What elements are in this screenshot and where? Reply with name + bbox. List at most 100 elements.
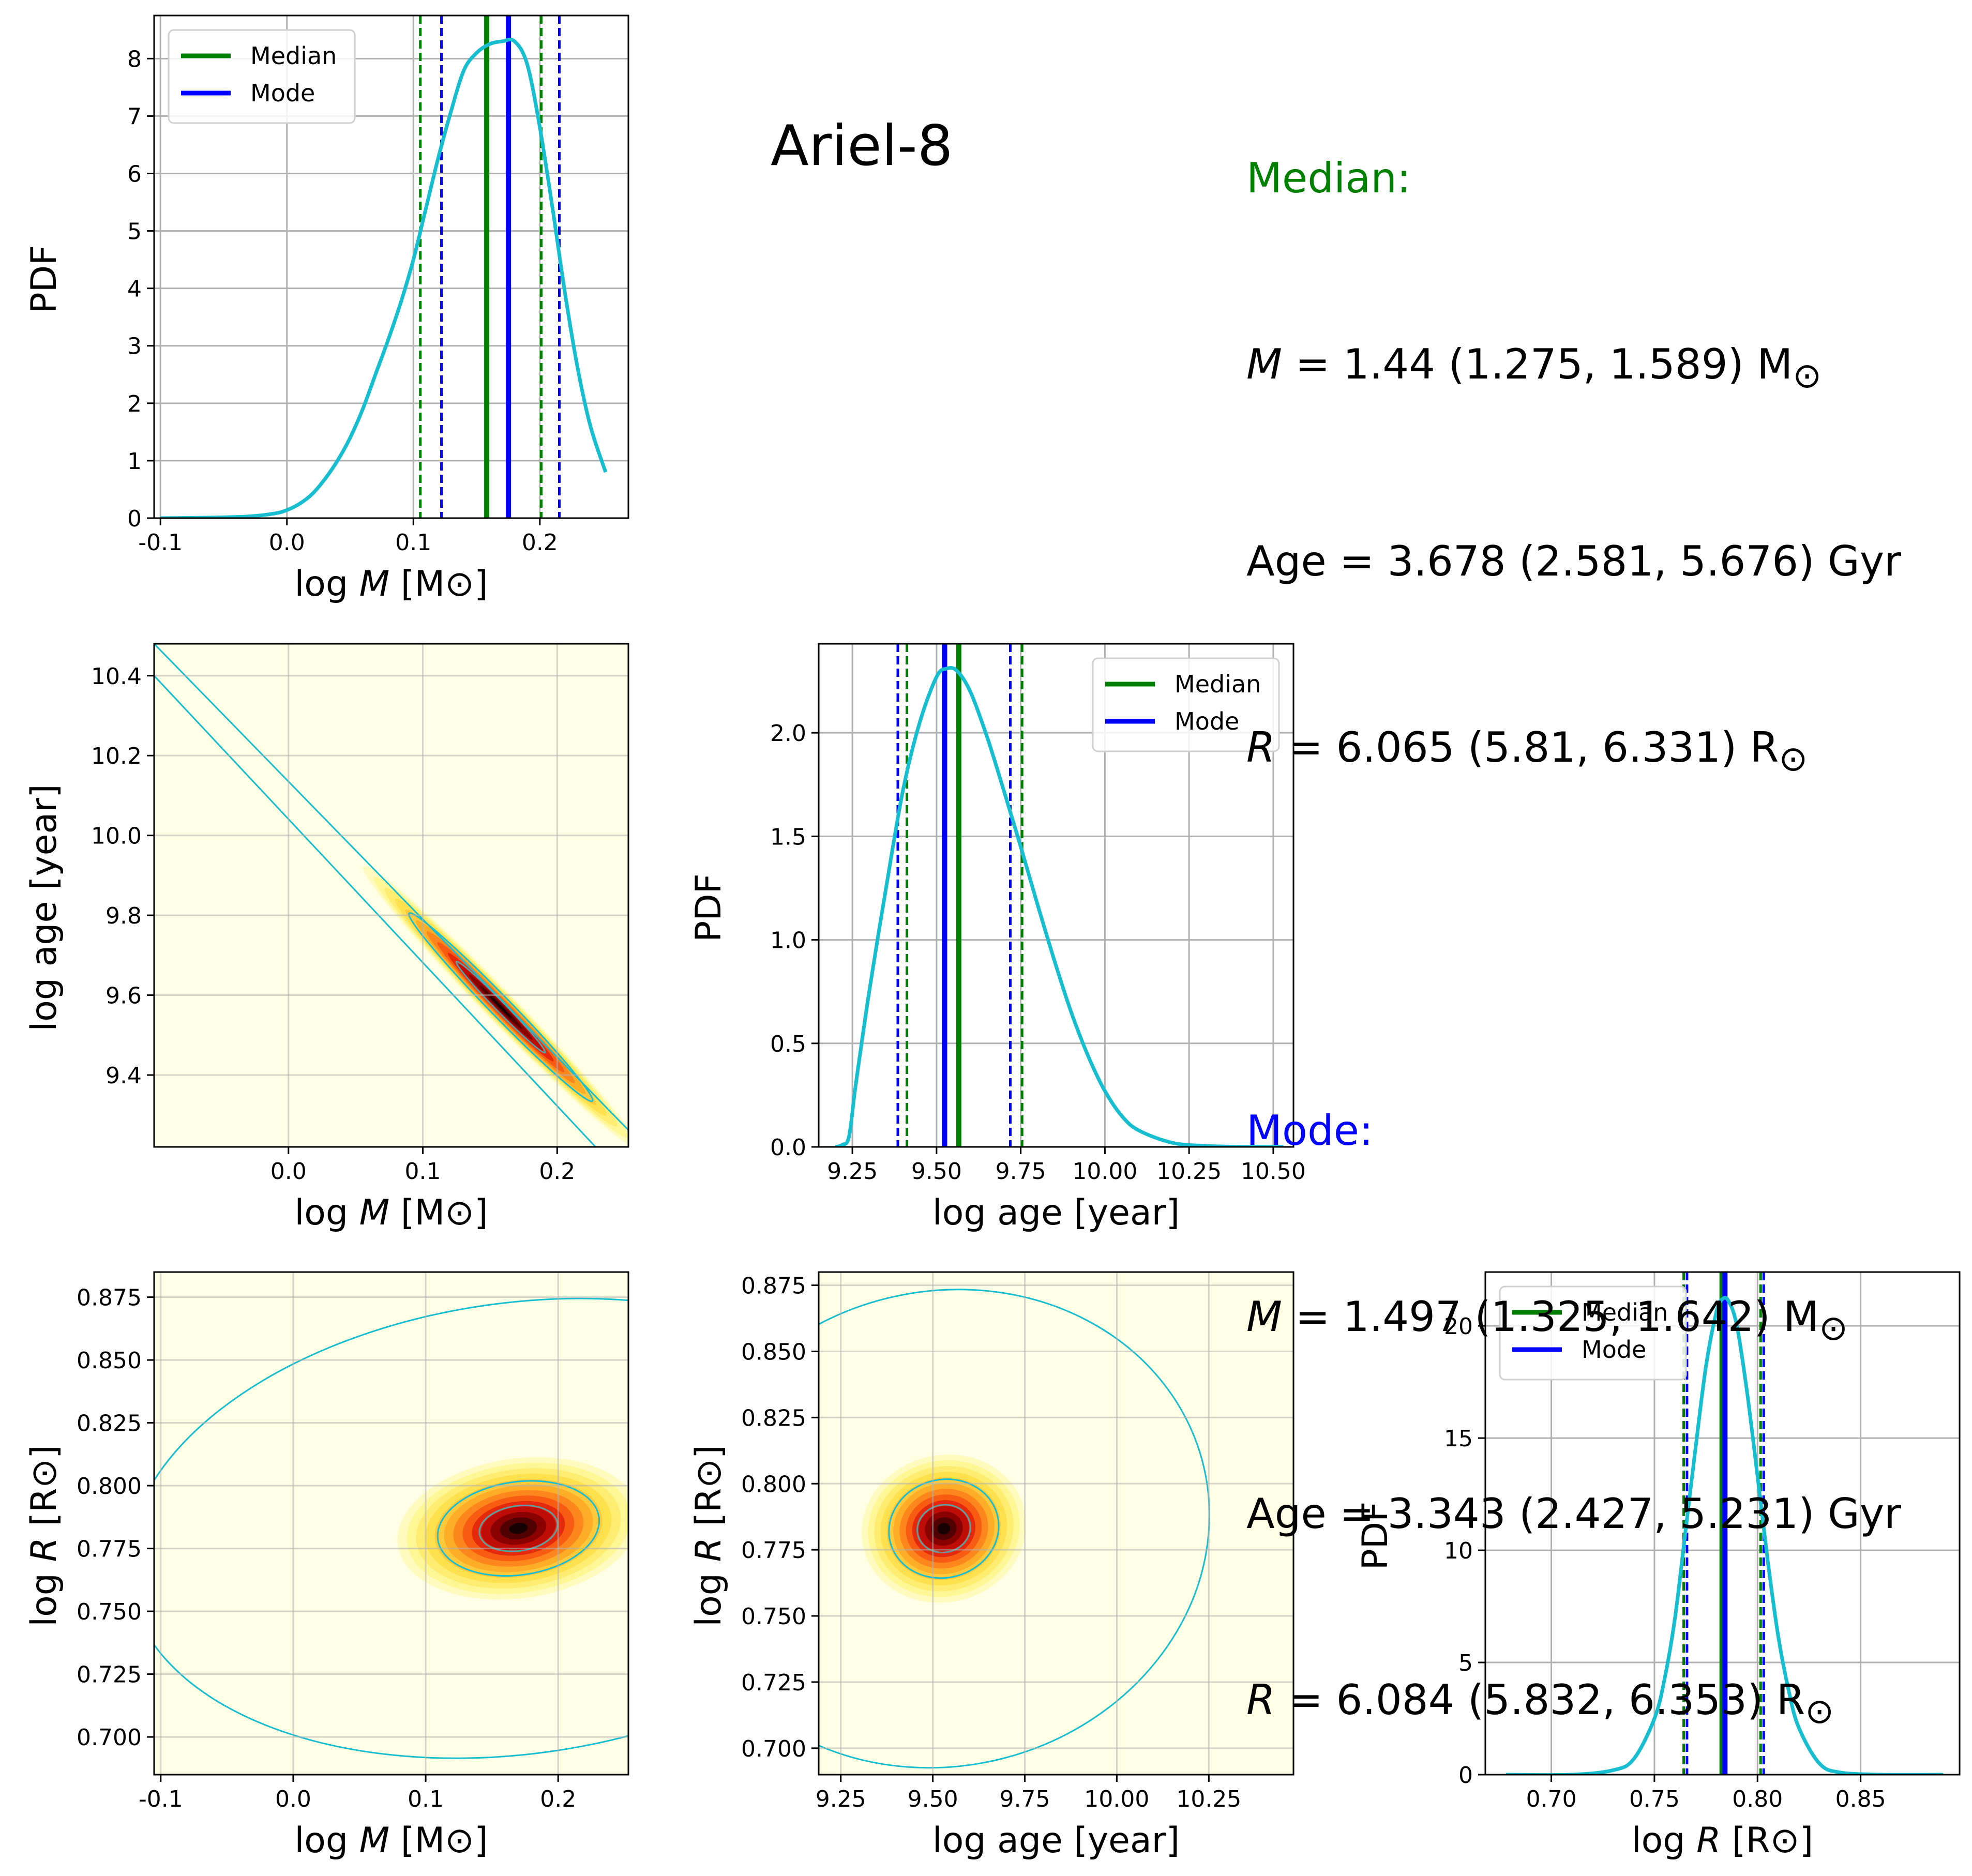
pdf-logM-xtick-label: 0.1 [395, 529, 431, 556]
pdf-logR-ylabel: PDF [1355, 1502, 1396, 1570]
pdf-logR-pdf-curve [1506, 1296, 1944, 1775]
joint-logage-logR-ylabel: log R [R⊙] [688, 1445, 729, 1626]
pdf-logage-xlabel: log age [year] [932, 1192, 1180, 1233]
pdf-logage-pdf-curve [835, 666, 1284, 1147]
pdf-logage-ytick-label: 1.0 [770, 928, 806, 954]
joint-logM-logR-xtick-label: 0.2 [540, 1786, 576, 1812]
pdf-logM-ylabel: PDF [24, 245, 65, 313]
joint-logM-logR-xtick-label: -0.1 [139, 1786, 183, 1812]
pdf-logage-ylabel-text: PDF [688, 873, 729, 942]
pdf-logM-ytick-label: 7 [127, 103, 142, 130]
joint-logage-logR-ytick-label: 0.800 [741, 1471, 806, 1497]
pdf-logM-xtick-label: 0.0 [269, 529, 305, 556]
pdf-logM-panel: -0.1 0.0 0.1 0.2 0 1 2 3 4 5 6 7 8 log M [M⊙] PDF Media… [24, 14, 629, 604]
pdf-logM-ytick-label: 5 [127, 219, 142, 245]
pdf-logage-ytick-label: 1.5 [770, 824, 806, 850]
joint-logage-logR-xtick-label: 9.25 [816, 1786, 866, 1812]
pdf-logR-ytick-label: 10 [1444, 1538, 1473, 1564]
pdf-logM-ytick-label: 6 [127, 161, 142, 187]
joint-logM-logR-ytick-label: 0.775 [77, 1536, 142, 1563]
pdf-logage-ytick-label: 0.5 [770, 1031, 806, 1057]
pdf-logR-xtick-label: 0.70 [1526, 1786, 1577, 1812]
joint-logM-logR-density-level [509, 1523, 528, 1534]
joint-logM-logage-panel: 0.0 0.1 0.2 9.4 9.6 9.8 10.0 10.2 10.4 log M [M⊙]… [24, 643, 629, 1233]
pdf-logR-xlabel-text: log R [R⊙] [1632, 1820, 1813, 1861]
joint-logM-logage-ytick-label: 9.6 [106, 983, 142, 1009]
star-name-title: Ariel-8 [771, 114, 953, 178]
pdf-logage-ytick-label: 2.0 [770, 720, 806, 747]
joint-logage-logR-xtick-label: 10.25 [1176, 1786, 1241, 1812]
pdf-logage-xtick-label: 9.75 [996, 1158, 1046, 1185]
pdf-logM-frame [153, 14, 629, 519]
joint-logM-logR-xlabel-text: log M [M⊙] [294, 1820, 488, 1861]
pdf-logM-pdf-curve [160, 38, 608, 518]
joint-logM-logR-panel: -0.1 0.0 0.1 0.2 0.700 0.725 0.750 0.775 0.800 0.… [24, 1271, 629, 1861]
joint-logage-logR-frame [818, 1271, 1294, 1776]
pdf-logR-plot [1506, 1272, 1944, 1775]
joint-logM-logR-ytick-label: 0.725 [77, 1662, 142, 1688]
joint-logage-logR-contour-1sigma [888, 1478, 1000, 1579]
joint-logage-logR-outer-contour [819, 1289, 1210, 1769]
joint-logM-logR-contour-1sigma [436, 1480, 600, 1577]
pdf-logR-ytick-label: 20 [1444, 1313, 1473, 1340]
mode-mass-line: M = 1.497 (1.325, 1.642) M⊙ [1246, 1293, 1848, 1348]
joint-logM-logR-xlabel: log M [M⊙] [294, 1820, 488, 1861]
pdf-logage-legend-box [1092, 657, 1280, 752]
joint-logM-logR-ytick-label: 0.875 [77, 1285, 142, 1311]
joint-logage-logR-density-level [937, 1523, 951, 1535]
pdf-logR-frame [1484, 1271, 1961, 1776]
pdf-logage-frame [818, 643, 1294, 1148]
joint-logage-logR-xlabel: log age [year] [932, 1820, 1180, 1861]
joint-logM-logage-plot [154, 644, 628, 1147]
pdf-logage-xtick-label: 10.25 [1156, 1158, 1222, 1185]
joint-logM-logage-ytick-label: 10.2 [91, 743, 142, 769]
joint-logM-logage-density-level [490, 996, 511, 1018]
joint-logM-logage-outer-contour-lower [154, 675, 597, 1147]
joint-logage-logR-xlabel-text: log age [year] [932, 1820, 1180, 1861]
joint-logM-logR-ylabel: log R [R⊙] [24, 1445, 65, 1626]
mode-heading: Mode: [1246, 1107, 1373, 1155]
joint-logage-logR-ytick-label: 0.875 [741, 1273, 806, 1299]
pdf-logM-xtick-label: -0.1 [138, 529, 183, 556]
joint-logM-logR-ylabel-text: log R [R⊙] [24, 1445, 65, 1626]
joint-logage-logR-xtick-label: 9.50 [908, 1786, 958, 1812]
joint-logM-logage-grid [154, 644, 628, 1147]
joint-logage-logR-ytick-label: 0.850 [741, 1339, 806, 1365]
pdf-logage-panel: 9.25 9.50 9.75 10.00 10.25 10.50 0.0 0.5 1.0 1.5 2… [688, 643, 1306, 1233]
joint-logM-logage-xtick-label: 0.0 [270, 1158, 307, 1185]
joint-logM-logR-ytick-label: 0.850 [77, 1348, 142, 1374]
pdf-logR-ylabel-text: PDF [1355, 1502, 1396, 1570]
joint-logage-logR-panel: 9.25 9.50 9.75 10.00 10.25 0.700 0.725 0.750 0.7… [688, 1271, 1294, 1861]
joint-logM-logR-xtick-label: 0.0 [275, 1786, 311, 1812]
pdf-logR-xtick-label: 0.85 [1835, 1786, 1886, 1812]
joint-logage-logR-ytick-label: 0.775 [741, 1537, 806, 1564]
pdf-logM-xlabel-text: log M [M⊙] [294, 564, 488, 604]
joint-logage-logR-grid [819, 1272, 1293, 1775]
joint-logM-logR-ytick-label: 0.825 [77, 1411, 142, 1437]
pdf-logM-plot [160, 16, 608, 518]
pdf-logM-legend-label: Mode [250, 79, 315, 107]
median-age-line: Age = 3.678 (2.581, 5.676) Gyr [1246, 537, 1902, 585]
joint-logM-logage-xlabel-text: log M [M⊙] [294, 1192, 488, 1233]
pdf-logM-ytick-label: 8 [127, 46, 142, 72]
joint-logM-logage-xtick-label: 0.2 [539, 1158, 575, 1185]
pdf-logM-legend-label: Median [250, 42, 337, 70]
joint-logM-logR-xtick-label: 0.1 [408, 1786, 444, 1812]
pdf-logR-legend-box [1499, 1285, 1687, 1381]
joint-logM-logR-frame [153, 1271, 629, 1776]
joint-logM-logage-ytick-label: 10.4 [91, 663, 142, 690]
joint-logage-logR-ytick-label: 0.825 [741, 1405, 806, 1431]
pdf-logR-panel: 0.70 0.75 0.80 0.85 0 5 10 15 20 log R [R⊙] PDF Med… [1355, 1271, 1961, 1861]
joint-logage-logR-ytick-label: 0.700 [741, 1736, 806, 1762]
pdf-logage-xtick-label: 9.25 [827, 1158, 878, 1185]
pdf-logM-xlabel: log M [M⊙] [294, 564, 488, 604]
joint-logM-logR-grid [154, 1272, 628, 1775]
joint-logage-logR-ytick-label: 0.725 [741, 1670, 806, 1696]
pdf-logR-legend-label: Mode [1582, 1336, 1646, 1364]
joint-logage-logR-xtick-label: 9.75 [1000, 1786, 1050, 1812]
pdf-logM-legend: Median Mode [168, 29, 356, 124]
statistics-summary: Median: M = 1.44 (1.275, 1.589) M⊙ Age =… [1246, 23, 1901, 1804]
joint-logM-logR-ytick-label: 0.800 [77, 1473, 142, 1500]
joint-logM-logR-ytick-label: 0.700 [77, 1724, 142, 1751]
